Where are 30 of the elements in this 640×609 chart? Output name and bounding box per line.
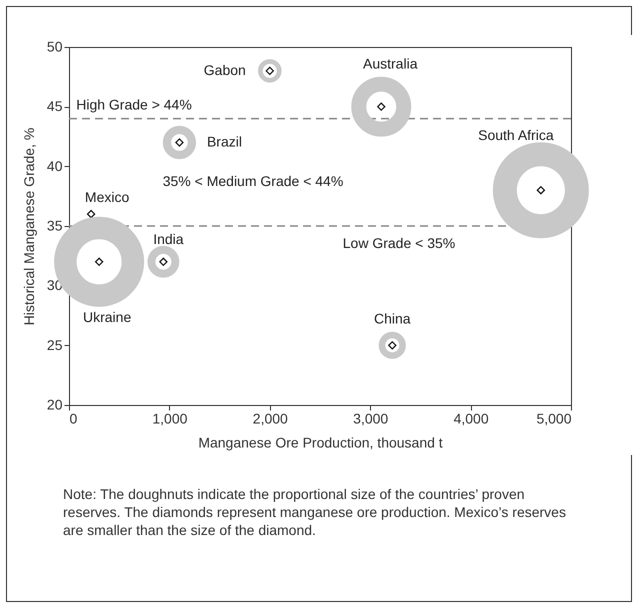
series-label: India	[153, 230, 184, 247]
series-label: Australia	[363, 56, 418, 72]
y-tick-label: 45	[46, 98, 63, 114]
ref-line-label: Low Grade < 35%	[342, 235, 456, 251]
y-tick-label: 50	[46, 38, 63, 54]
series-label: South Africa	[478, 127, 554, 144]
series-label: Mexico	[84, 189, 130, 206]
y-tick-label: 40	[46, 158, 63, 174]
text: Note: The doughnuts indicate the proportional size of the countries’ proven reserves. The diamonds represent manganese ore production. Mexico’s reserves are smaller than the size of the diamond.	[63, 485, 567, 539]
x-tick-label: 3,000	[353, 410, 388, 426]
x-tick-label: 0	[70, 410, 78, 426]
annotation: 35% < Medium Grade < 44%	[162, 173, 344, 189]
y-tick-label: 35	[46, 218, 63, 234]
series-label: China	[374, 310, 411, 326]
series-label: Brazil	[206, 133, 242, 150]
ref-line-label: High Grade > 44%	[76, 96, 192, 113]
x-tick-label: 2,000	[252, 410, 288, 426]
point	[86, 210, 96, 218]
y-axis-title: Historical Manganese Grade, %	[20, 128, 37, 326]
x-tick-label: 1,000	[152, 410, 188, 426]
x-tick-label: 4,000	[454, 410, 489, 426]
y-tick-label: 25	[46, 336, 63, 353]
x-axis-title: Manganese Ore Production, thousand t	[198, 434, 443, 450]
point	[377, 102, 386, 111]
x-tick-label: 5,000	[536, 410, 572, 426]
point	[94, 258, 104, 266]
series-label: Ukraine	[82, 308, 132, 325]
point	[536, 186, 546, 194]
series-label: Gabon	[204, 62, 246, 78]
y-tick-label: 20	[46, 396, 63, 412]
